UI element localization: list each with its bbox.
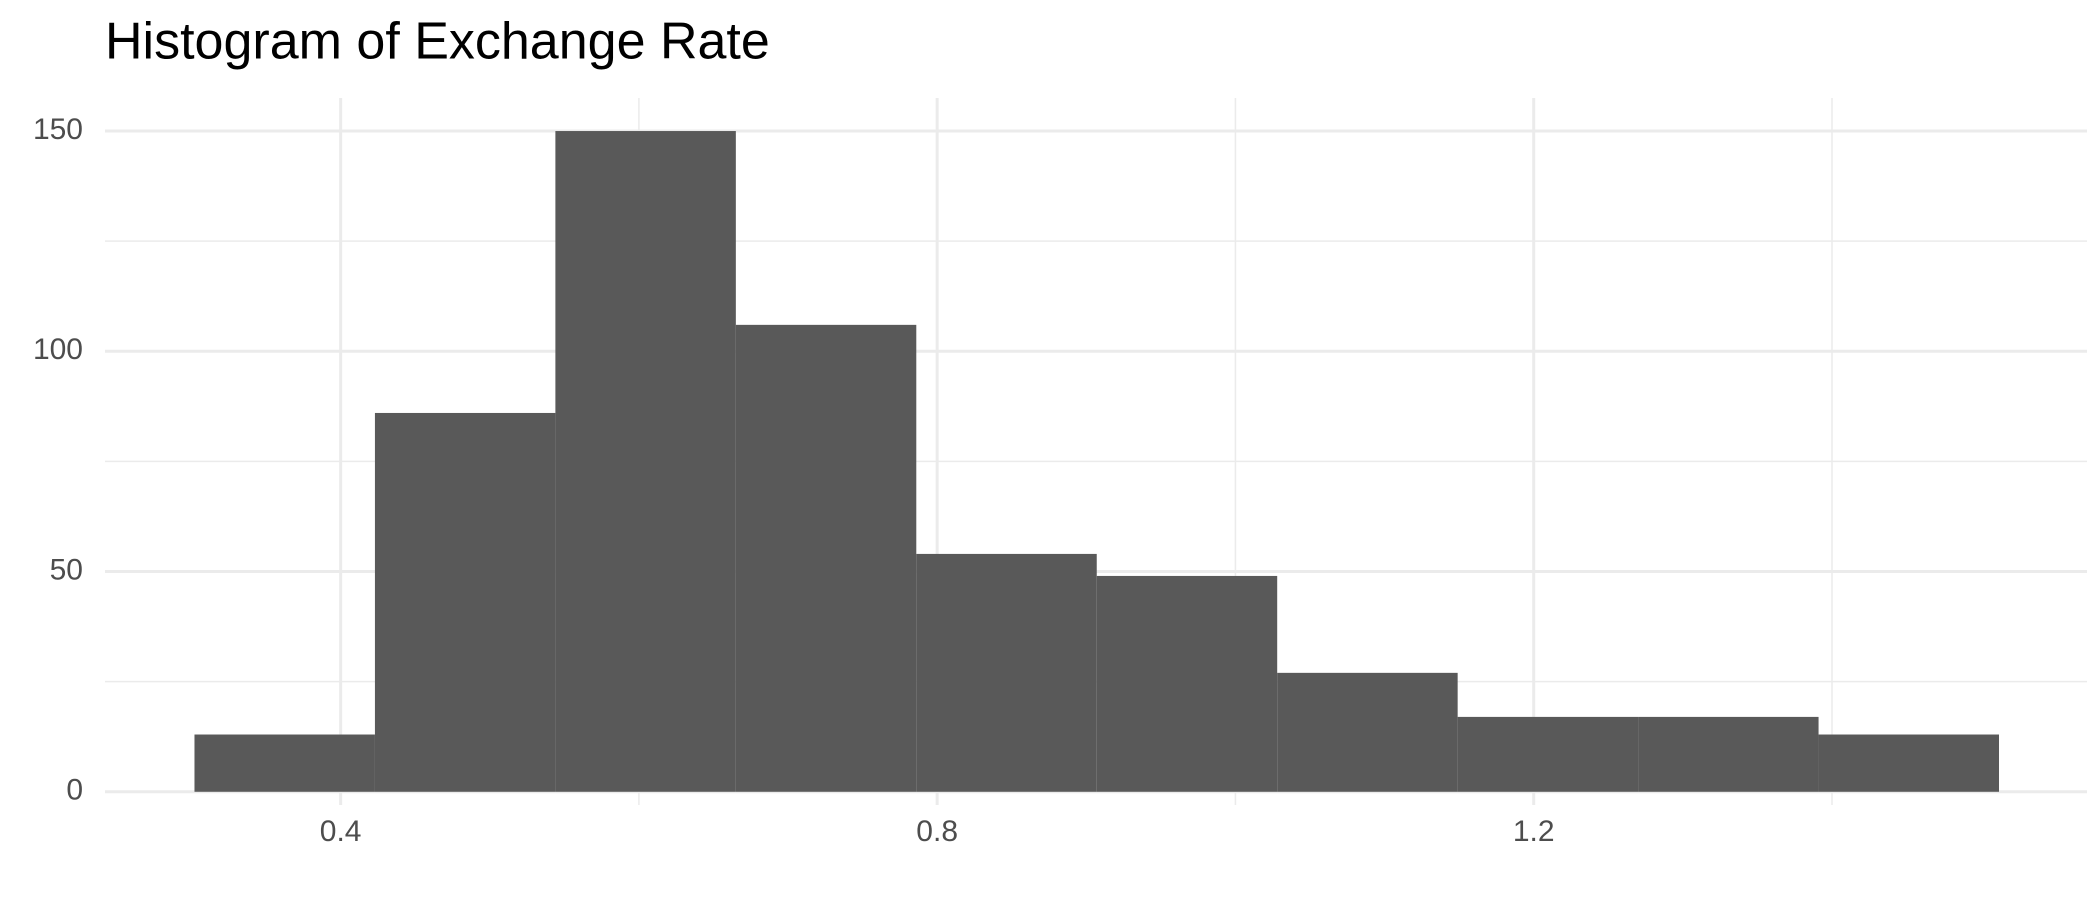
x-tick-label: 1.2 [1513, 815, 1555, 848]
bar [1277, 672, 1458, 792]
y-tick-label: 0 [66, 774, 83, 807]
bar [555, 131, 736, 792]
bar [1457, 716, 1639, 792]
bar [1818, 734, 2000, 792]
y-tick-label: 100 [33, 333, 83, 366]
bar [194, 734, 375, 792]
y-tick-label: 50 [50, 553, 83, 586]
x-tick-label: 0.8 [916, 815, 958, 848]
bar [916, 553, 1097, 792]
chart-title: Histogram of Exchange Rate [105, 13, 770, 71]
y-tick-label: 150 [33, 113, 83, 146]
bar [374, 412, 556, 792]
bar [1638, 716, 1819, 792]
x-tick-label: 0.4 [320, 815, 362, 848]
bar [1096, 575, 1278, 792]
bar [735, 324, 917, 792]
